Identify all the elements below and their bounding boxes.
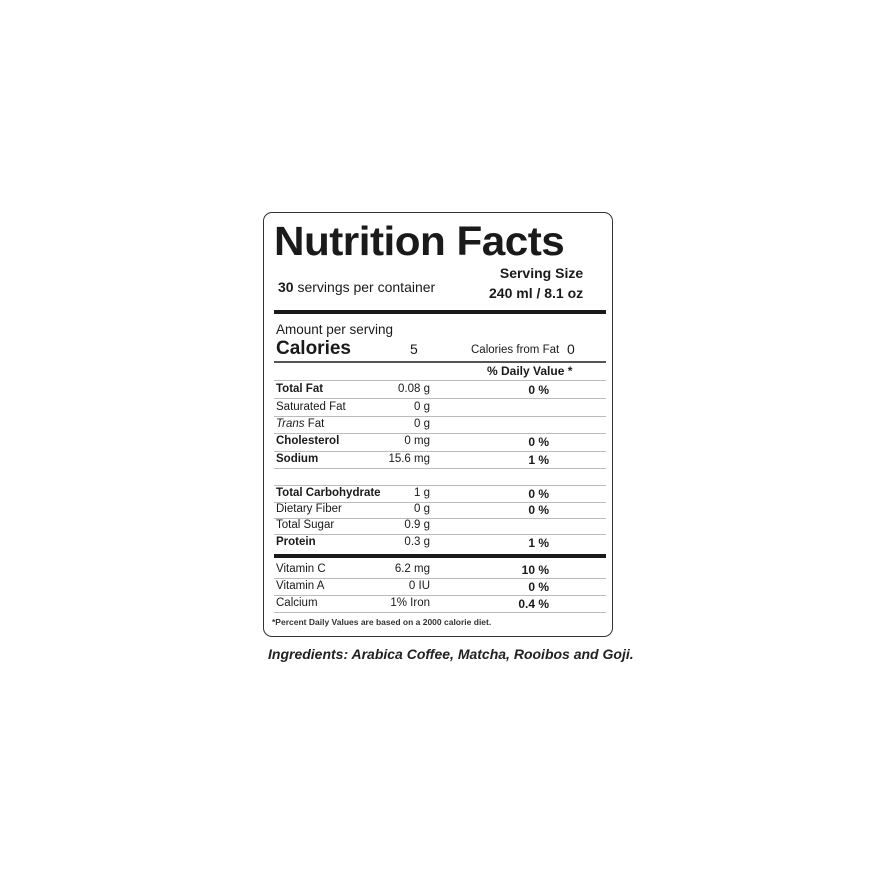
ingredients: Ingredients: Arabica Coffee, Matcha, Roo… bbox=[268, 646, 634, 662]
nutrient-amount: 6.2 mg bbox=[394, 563, 430, 575]
nutrient-name: Vitamin A bbox=[276, 580, 325, 592]
daily-value-percent: 0 % bbox=[528, 383, 549, 397]
divider bbox=[274, 416, 606, 417]
divider bbox=[274, 518, 606, 519]
divider bbox=[274, 578, 606, 579]
nutrient-name: Protein bbox=[276, 536, 316, 548]
serving-size-label: Serving Size bbox=[499, 265, 584, 281]
nutrient-name: Dietary Fiber bbox=[276, 503, 342, 515]
calories-from-fat-value: 0 bbox=[567, 341, 575, 357]
calories-value: 5 bbox=[410, 341, 418, 357]
nutrient-row: Total Sugar 0.9 g bbox=[276, 519, 606, 535]
calories-from-fat-label: Calories from Fat bbox=[471, 344, 560, 356]
daily-value-percent: 0 % bbox=[528, 580, 549, 594]
divider bbox=[274, 451, 606, 452]
nutrient-row: Vitamin C 6.2 mg 10 % bbox=[276, 563, 606, 579]
divider bbox=[274, 502, 606, 503]
divider bbox=[274, 595, 606, 596]
nutrient-name: Trans Fat bbox=[276, 418, 325, 430]
calories-label: Calories bbox=[276, 338, 351, 359]
daily-value-header: % Daily Value * bbox=[487, 364, 573, 378]
nutrient-name: Total Sugar bbox=[276, 519, 335, 531]
nutrient-name: Calcium bbox=[276, 597, 318, 609]
daily-value-percent: 0 % bbox=[528, 503, 549, 517]
nutrient-row: Total Fat 0.08 g 0 % bbox=[276, 383, 606, 399]
nutrient-amount: 0 g bbox=[414, 503, 430, 515]
daily-value-percent: 1 % bbox=[528, 536, 549, 550]
divider bbox=[274, 485, 606, 486]
servings-text: servings per container bbox=[297, 279, 436, 295]
daily-value-percent: 0.4 % bbox=[518, 597, 549, 611]
nutrient-amount: 1 g bbox=[414, 487, 430, 499]
servings-per-container: 30 servings per container bbox=[278, 279, 435, 295]
nutrient-row: Total Carbohydrate 1 g 0 % bbox=[276, 487, 606, 503]
daily-value-percent: 10 % bbox=[521, 563, 549, 577]
nutrient-name: Saturated Fat bbox=[276, 401, 346, 413]
nutrient-name: Cholesterol bbox=[276, 435, 340, 447]
nutrient-amount: 0 IU bbox=[408, 580, 430, 592]
divider bbox=[274, 554, 606, 558]
servings-count: 30 bbox=[278, 279, 294, 295]
divider bbox=[274, 534, 606, 535]
label-title: Nutrition Facts bbox=[274, 218, 565, 264]
divider bbox=[274, 310, 606, 314]
nutrient-name: Total Fat bbox=[276, 383, 324, 395]
nutrient-row: Cholesterol 0 mg 0 % bbox=[276, 435, 606, 451]
nutrient-name: Total Carbohydrate bbox=[276, 487, 381, 499]
nutrient-row: Trans Fat 0 g bbox=[276, 418, 606, 434]
nutrient-row: Calcium 1% Iron 0.4 % bbox=[276, 597, 606, 613]
daily-value-percent: 0 % bbox=[528, 487, 549, 501]
nutrient-row: Vitamin A 0 IU 0 % bbox=[276, 580, 606, 596]
nutrient-amount: 0 mg bbox=[404, 435, 430, 447]
nutrient-amount: 0 g bbox=[414, 401, 430, 413]
divider bbox=[274, 398, 606, 399]
nutrient-amount: 1% Iron bbox=[390, 597, 430, 609]
nutrient-amount: 15.6 mg bbox=[388, 453, 430, 465]
footnote: *Percent Daily Values are based on a 200… bbox=[272, 617, 492, 627]
nutrition-facts-panel bbox=[263, 212, 613, 637]
nutrient-row: Sodium 15.6 mg 1 % bbox=[276, 453, 606, 469]
nutrient-row: Saturated Fat 0 g bbox=[276, 401, 606, 417]
daily-value-percent: 1 % bbox=[528, 453, 549, 467]
divider bbox=[274, 361, 606, 363]
nutrient-row: Dietary Fiber 0 g 0 % bbox=[276, 503, 606, 519]
nutrient-amount: 0.9 g bbox=[404, 519, 430, 531]
nutrient-amount: 0 g bbox=[414, 418, 430, 430]
nutrient-row: Protein 0.3 g 1 % bbox=[276, 536, 606, 552]
amount-per-serving: Amount per serving bbox=[276, 322, 394, 337]
serving-size-value: 240 ml / 8.1 oz bbox=[489, 285, 584, 301]
divider bbox=[274, 433, 606, 434]
divider bbox=[274, 612, 606, 613]
nutrient-name: Sodium bbox=[276, 453, 319, 465]
daily-value-percent: 0 % bbox=[528, 435, 549, 449]
divider bbox=[274, 468, 606, 469]
nutrient-name: Vitamin C bbox=[276, 563, 326, 575]
divider bbox=[274, 380, 606, 381]
nutrient-amount: 0.3 g bbox=[404, 536, 430, 548]
nutrient-amount: 0.08 g bbox=[398, 383, 430, 395]
